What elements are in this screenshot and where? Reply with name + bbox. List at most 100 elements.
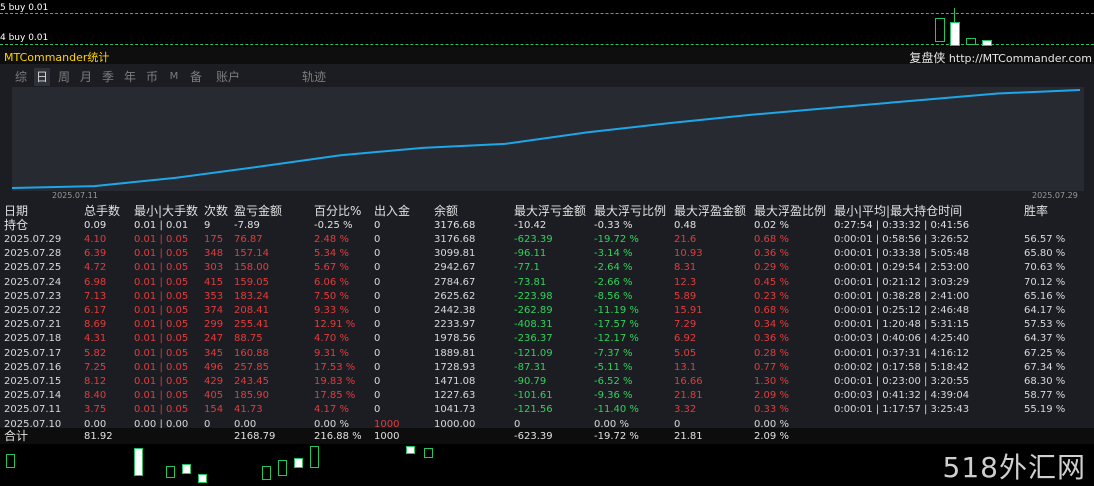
table-cell: 0.01 | 0.05 <box>134 248 189 260</box>
table-cell: 0:00:01 | 0:33:38 | 5:05:48 <box>834 248 970 260</box>
table-cell: 0:00:02 | 0:17:58 | 5:18:42 <box>834 361 970 373</box>
table-cell: 0:00:01 | 0:37:31 | 4:16:12 <box>834 347 970 359</box>
table-cell: 183.24 <box>234 290 269 302</box>
table-row: 2025.07.15 8.12 0.01 | 0.05 429 243.45 19.83 … <box>0 374 1094 389</box>
table-cell: 0.01 | 0.05 <box>134 305 189 316</box>
table-cell: 0 <box>374 361 381 373</box>
table-cell: 0.36 % <box>754 248 789 260</box>
tab-note[interactable]: 备 <box>189 70 202 84</box>
table-cell: 0:00:01 | 0:25:12 | 2:46:48 <box>834 305 970 316</box>
candle-wick <box>954 8 955 22</box>
table-cell: 6.17 <box>84 305 107 316</box>
table-cell: 5.67 % <box>314 262 349 274</box>
table-cell: 17.53 % <box>314 361 356 373</box>
table-cell: 19.83 % <box>314 376 356 387</box>
table-cell: 0.00 | 0.00 <box>134 418 189 430</box>
table-cell: 0.01 | 0.05 <box>134 319 189 331</box>
table-cell: 持仓 <box>4 218 29 232</box>
table-cell: -6.52 % <box>594 376 633 387</box>
tab-account[interactable]: 账户 <box>215 70 240 84</box>
table-cell: 1471.08 <box>434 376 476 387</box>
price-chart-top[interactable]: 5 buy 0.01 4 buy 0.01 <box>0 0 1094 47</box>
table-cell: -2.64 % <box>594 262 633 274</box>
table-cell: 1.30 % <box>754 376 789 387</box>
price-chart-bottom[interactable] <box>0 444 1094 483</box>
brand-link[interactable]: 复盘侠 http://MTCommander.com <box>909 49 1092 66</box>
table-cell: 0 <box>204 418 211 430</box>
title-bar <box>0 47 1094 64</box>
table-cell: 208.41 <box>234 305 269 316</box>
table-cell: 2.09 % <box>754 390 789 402</box>
table-cell: 345 <box>204 347 224 359</box>
candle <box>310 446 319 468</box>
table-cell: 0.09 <box>84 220 107 231</box>
table-cell: 216.88 % <box>314 431 362 442</box>
table-cell: 154 <box>204 404 224 416</box>
table-cell: 0:00:01 | 0:21:12 | 3:03:29 <box>834 276 970 288</box>
table-row: 2025.07.11 3.75 0.01 | 0.05 154 41.73 4.17 % 0… <box>0 402 1094 417</box>
tab-week[interactable]: 周 <box>57 70 70 84</box>
table-cell: 2025.07.10 <box>4 418 62 430</box>
table-cell: 0:00:03 | 0:40:06 | 4:25:40 <box>834 333 970 345</box>
column-header: 次数 <box>204 204 229 218</box>
table-cell: -19.72 % <box>594 234 639 245</box>
tab-track[interactable]: 轨迹 <box>301 70 326 84</box>
tab-m[interactable]: M <box>169 71 179 82</box>
table-cell: 159.05 <box>234 276 269 288</box>
tab-quarter[interactable]: 季 <box>101 70 114 84</box>
table-cell: 7.25 <box>84 361 107 373</box>
x-axis-start-label: 2025.07.11 <box>52 191 98 200</box>
table-cell: 0.68 % <box>754 305 789 316</box>
table-cell: 0.77 % <box>754 361 789 373</box>
table-cell: 1889.81 <box>434 347 476 359</box>
table-cell: -236.37 <box>514 333 553 345</box>
table-cell: 2025.07.15 <box>4 376 62 387</box>
column-header: 余额 <box>434 204 459 218</box>
table-cell: 64.37 % <box>1024 333 1066 345</box>
table-cell: 8.31 <box>674 262 697 274</box>
table-cell: 2025.07.29 <box>4 234 62 245</box>
table-cell: 0.48 <box>674 220 697 231</box>
table-cell: 257.85 <box>234 361 269 373</box>
table-cell: 0.00 <box>234 418 257 430</box>
table-cell: 0 <box>374 262 381 274</box>
table-cell: 7.29 <box>674 319 697 331</box>
table-row: 2025.07.24 6.98 0.01 | 0.05 415 159.05 6.06 %… <box>0 275 1094 290</box>
table-cell: 0.29 % <box>754 262 789 274</box>
tab-day[interactable]: 日 <box>34 68 50 86</box>
tab-month[interactable]: 月 <box>79 70 92 84</box>
table-cell: 2.48 % <box>314 234 349 245</box>
table-cell: 5.34 % <box>314 248 349 260</box>
table-cell: 2025.07.18 <box>4 333 62 345</box>
table-cell: -223.98 <box>514 290 553 302</box>
table-cell: -7.89 <box>234 220 260 231</box>
table-cell: -73.81 <box>514 276 547 288</box>
table-cell: 88.75 <box>234 333 263 345</box>
table-cell: 4.10 <box>84 234 107 245</box>
table-cell: 1000 <box>374 418 400 430</box>
brand-url[interactable]: http://MTCommander.com <box>948 52 1092 65</box>
tab-overview[interactable]: 综 <box>14 70 27 84</box>
totals-row: 合计 81.92 2168.79 216.88 % 1000 -623.39 -19.72 … <box>0 429 1094 444</box>
candle <box>935 18 945 42</box>
table-cell: -262.89 <box>514 305 553 316</box>
table-cell: 0:00:01 | 0:58:56 | 3:26:52 <box>834 234 970 245</box>
tab-currency[interactable]: 币 <box>145 70 158 84</box>
candle <box>294 458 303 468</box>
table-cell: 0 <box>514 418 521 430</box>
table-cell: 2625.62 <box>434 290 476 302</box>
table-cell: 0.01 | 0.05 <box>134 361 189 373</box>
table-cell: 0.01 | 0.05 <box>134 347 189 359</box>
table-cell: 299 <box>204 319 224 331</box>
equity-curve-svg <box>12 89 1081 189</box>
table-cell: 429 <box>204 376 224 387</box>
table-cell: 2025.07.21 <box>4 319 62 331</box>
table-cell: 5.05 <box>674 347 697 359</box>
candle <box>262 466 271 480</box>
table-cell: 348 <box>204 248 224 260</box>
table-row: 2025.07.23 7.13 0.01 | 0.05 353 183.24 7.50 %… <box>0 289 1094 304</box>
tab-year[interactable]: 年 <box>123 70 136 84</box>
table-cell: 0:27:54 | 0:33:32 | 0:41:56 <box>834 220 970 231</box>
table-cell: 0 <box>374 347 381 359</box>
table-cell: -0.25 % <box>314 220 353 231</box>
